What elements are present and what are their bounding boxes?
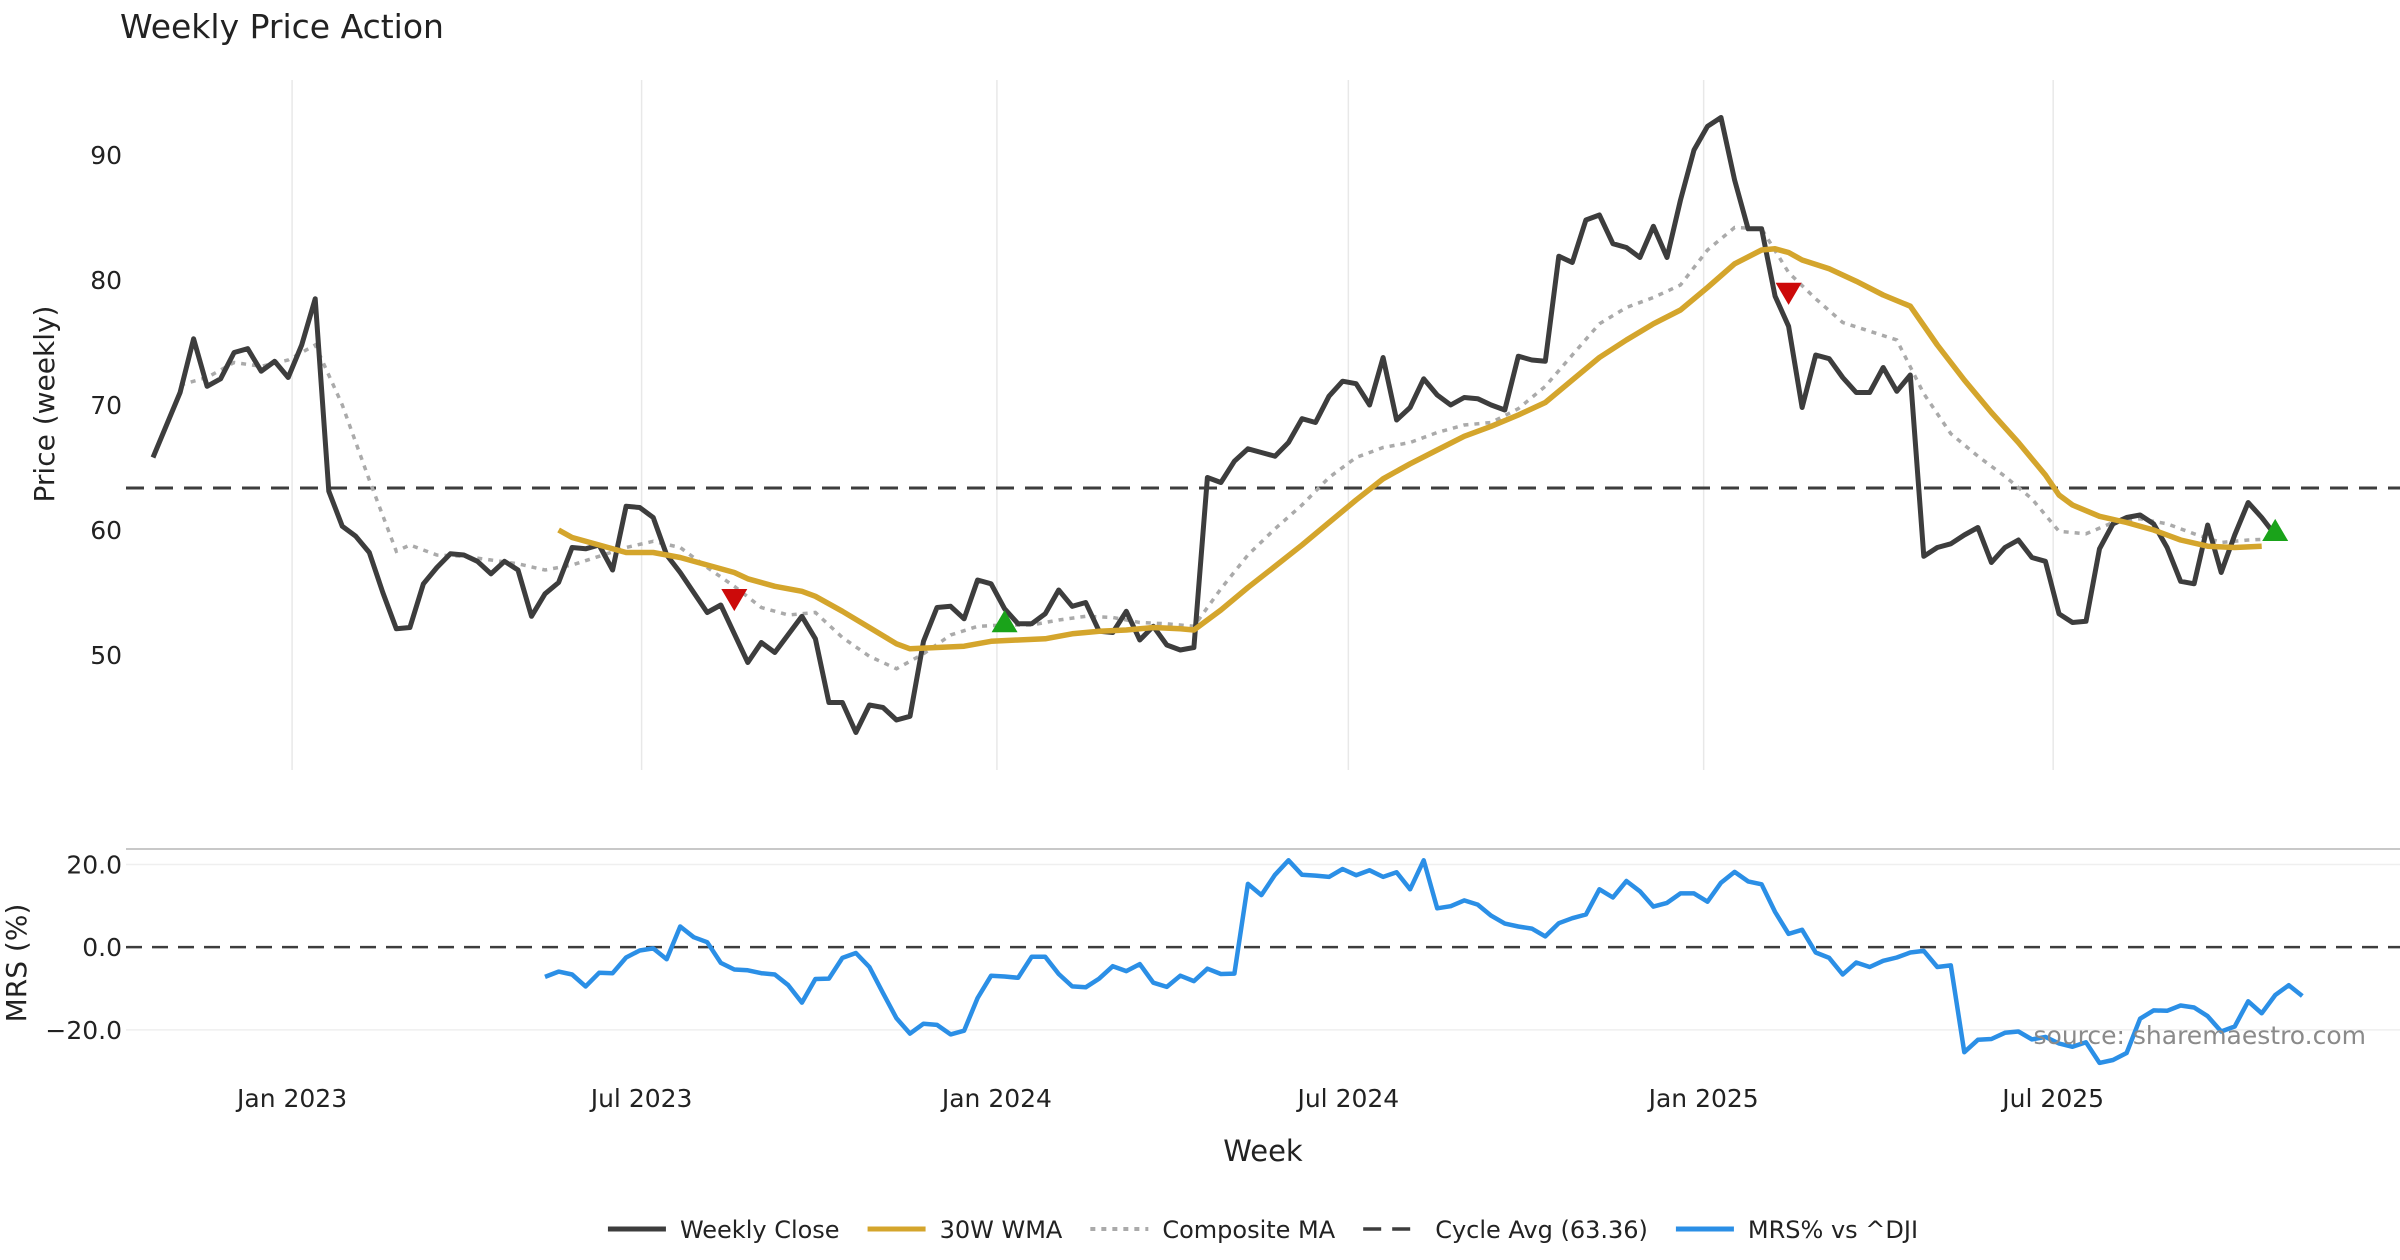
mrs-y-tick-labels: −20.0 0.0 20.0	[45, 850, 122, 1044]
wma-30w-series	[557, 246, 2262, 652]
mrs-series	[544, 858, 2304, 1066]
price-y-tick-label: 90	[90, 141, 122, 170]
sell-signal-marker	[1775, 282, 1802, 305]
price-y-axis-label: Price (weekly)	[28, 306, 61, 503]
legend-label: 30W WMA	[940, 1216, 1063, 1244]
price-y-tick-label: 60	[90, 516, 122, 545]
buy-signal-marker	[991, 610, 1018, 633]
legend-label: MRS% vs ^DJI	[1748, 1216, 1918, 1244]
legend: Weekly Close 30W WMA Composite MA Cycle Avg…	[607, 1216, 1918, 1244]
price-y-tick-labels: 50 60 70 80 90	[90, 141, 122, 670]
mrs-y-tick-label: 20.0	[66, 850, 122, 879]
sell-signal-marker	[721, 589, 748, 612]
source-label: source: sharemaestro.com	[2034, 1021, 2367, 1050]
chart-title: Weekly Price Action	[120, 7, 444, 46]
x-tick-label: Jul 2024	[1295, 1084, 1399, 1113]
x-tick-label: Jan 2024	[940, 1084, 1052, 1113]
signal-markers	[721, 282, 2289, 633]
x-tick-label: Jan 2023	[235, 1084, 347, 1113]
x-tick-labels: Jan 2023 Jul 2023 Jan 2024 Jul 2024 Jan 2025…	[235, 1084, 2104, 1113]
price-y-tick-label: 50	[90, 641, 122, 670]
x-tick-label: Jul 2025	[2000, 1084, 2104, 1113]
price-y-tick-label: 80	[90, 266, 122, 295]
price-y-tick-label: 70	[90, 391, 122, 420]
x-tick-label: Jan 2025	[1647, 1084, 1759, 1113]
x-axis-label: Week	[1223, 1134, 1303, 1168]
weekly-close-series	[150, 115, 2278, 735]
buy-signal-marker	[2262, 518, 2289, 541]
x-tick-label: Jul 2023	[589, 1084, 693, 1113]
x-gridlines	[291, 80, 2054, 770]
mrs-y-tick-label: −20.0	[45, 1016, 122, 1045]
mrs-y-axis-label: MRS (%)	[0, 904, 33, 1023]
legend-label: Cycle Avg (63.36)	[1435, 1216, 1648, 1244]
mrs-horizontal-gridlines	[126, 863, 2400, 1031]
mrs-y-tick-label: 0.0	[82, 933, 122, 962]
legend-label: Composite MA	[1162, 1216, 1335, 1244]
legend-label: Weekly Close	[680, 1216, 840, 1244]
